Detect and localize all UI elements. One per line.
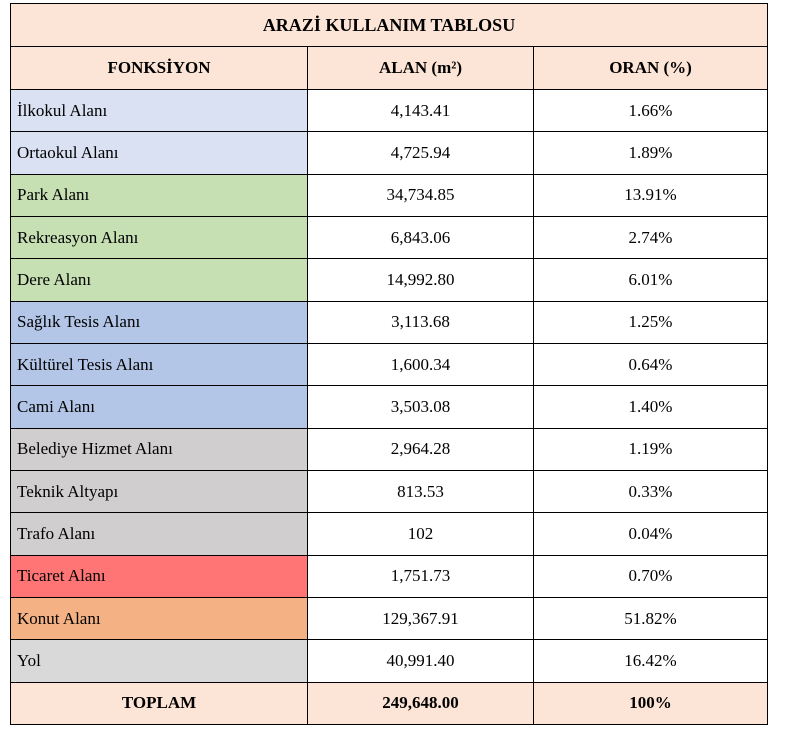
table-title: ARAZİ KULLANIM TABLOSU (9, 3, 769, 47)
function-name-cell: Cami Alanı (10, 385, 308, 429)
ratio-cell: 0.04% (532, 512, 769, 556)
column-header-function: FONKSİYON (10, 46, 308, 90)
area-cell: 3,503.08 (307, 385, 534, 429)
table-row: Ortaokul Alanı 4,725.94 1.89% (10, 131, 769, 175)
column-header-ratio: ORAN (%) (532, 46, 769, 90)
function-name-cell: Teknik Altyapı (10, 470, 308, 514)
table-row: Konut Alanı 129,367.91 51.82% (10, 597, 769, 641)
table-row: Trafo Alanı 102 0.04% (10, 512, 769, 556)
ratio-cell: 0.33% (532, 470, 769, 514)
total-ratio: 100% (532, 681, 769, 725)
function-name-cell: İlkokul Alanı (10, 88, 308, 133)
table-row: Cami Alanı 3,503.08 1.40% (10, 385, 769, 429)
function-name-cell: Rekreasyon Alanı (10, 216, 308, 260)
area-cell: 14,992.80 (307, 258, 534, 302)
area-cell: 813.53 (307, 470, 534, 514)
function-name-cell: Belediye Hizmet Alanı (10, 427, 308, 472)
ratio-cell: 16.42% (532, 639, 769, 683)
function-name-cell: Sağlık Tesis Alanı (10, 300, 308, 345)
table-row: Ticaret Alanı 1,751.73 0.70% (10, 554, 769, 599)
function-name-cell: Yol (10, 639, 308, 683)
table-row: Teknik Altyapı 813.53 0.33% (10, 470, 769, 514)
function-name-cell: Kültürel Tesis Alanı (10, 343, 308, 387)
area-cell: 1,751.73 (307, 554, 534, 599)
ratio-cell: 0.70% (532, 554, 769, 599)
land-use-table: ARAZİ KULLANIM TABLOSU FONKSİYON ALAN (m… (9, 3, 769, 725)
area-cell: 3,113.68 (307, 300, 534, 345)
function-name-cell: Dere Alanı (10, 258, 308, 302)
ratio-cell: 13.91% (532, 173, 769, 218)
table-row: Yol 40,991.40 16.42% (10, 639, 769, 683)
table-row: Belediye Hizmet Alanı 2,964.28 1.19% (10, 427, 769, 472)
ratio-cell: 0.64% (532, 343, 769, 387)
ratio-cell: 1.66% (532, 88, 769, 133)
table-row: Kültürel Tesis Alanı 1,600.34 0.64% (10, 343, 769, 387)
table-row: Park Alanı 34,734.85 13.91% (10, 173, 769, 218)
table-row: Dere Alanı 14,992.80 6.01% (10, 258, 769, 302)
function-name-cell: Ticaret Alanı (10, 554, 308, 599)
function-name-cell: Konut Alanı (10, 597, 308, 641)
ratio-cell: 1.25% (532, 300, 769, 345)
table-row: İlkokul Alanı 4,143.41 1.66% (10, 88, 769, 133)
area-cell: 129,367.91 (307, 597, 534, 641)
area-cell: 2,964.28 (307, 427, 534, 472)
area-cell: 4,725.94 (307, 131, 534, 175)
area-cell: 4,143.41 (307, 88, 534, 133)
land-use-table-container: ARAZİ KULLANIM TABLOSU FONKSİYON ALAN (m… (9, 3, 769, 725)
ratio-cell: 2.74% (532, 216, 769, 260)
total-area: 249,648.00 (307, 681, 534, 725)
table-row: Sağlık Tesis Alanı 3,113.68 1.25% (10, 300, 769, 345)
ratio-cell: 1.89% (532, 131, 769, 175)
table-row: Rekreasyon Alanı 6,843.06 2.74% (10, 216, 769, 260)
area-cell: 1,600.34 (307, 343, 534, 387)
table-title-row: ARAZİ KULLANIM TABLOSU (9, 3, 769, 47)
function-name-cell: Trafo Alanı (10, 512, 308, 556)
area-cell: 6,843.06 (307, 216, 534, 260)
table-header-row: FONKSİYON ALAN (m²) ORAN (%) (10, 46, 769, 90)
area-cell: 40,991.40 (307, 639, 534, 683)
ratio-cell: 51.82% (532, 597, 769, 641)
function-name-cell: Park Alanı (10, 173, 308, 218)
function-name-cell: Ortaokul Alanı (10, 131, 308, 175)
ratio-cell: 6.01% (532, 258, 769, 302)
column-header-area: ALAN (m²) (307, 46, 534, 90)
total-row: TOPLAM 249,648.00 100% (10, 681, 769, 725)
table-body: İlkokul Alanı 4,143.41 1.66% Ortaokul Alanı… (10, 88, 769, 683)
area-cell: 34,734.85 (307, 173, 534, 218)
ratio-cell: 1.19% (532, 427, 769, 472)
area-cell: 102 (307, 512, 534, 556)
total-label: TOPLAM (10, 681, 308, 725)
ratio-cell: 1.40% (532, 385, 769, 429)
